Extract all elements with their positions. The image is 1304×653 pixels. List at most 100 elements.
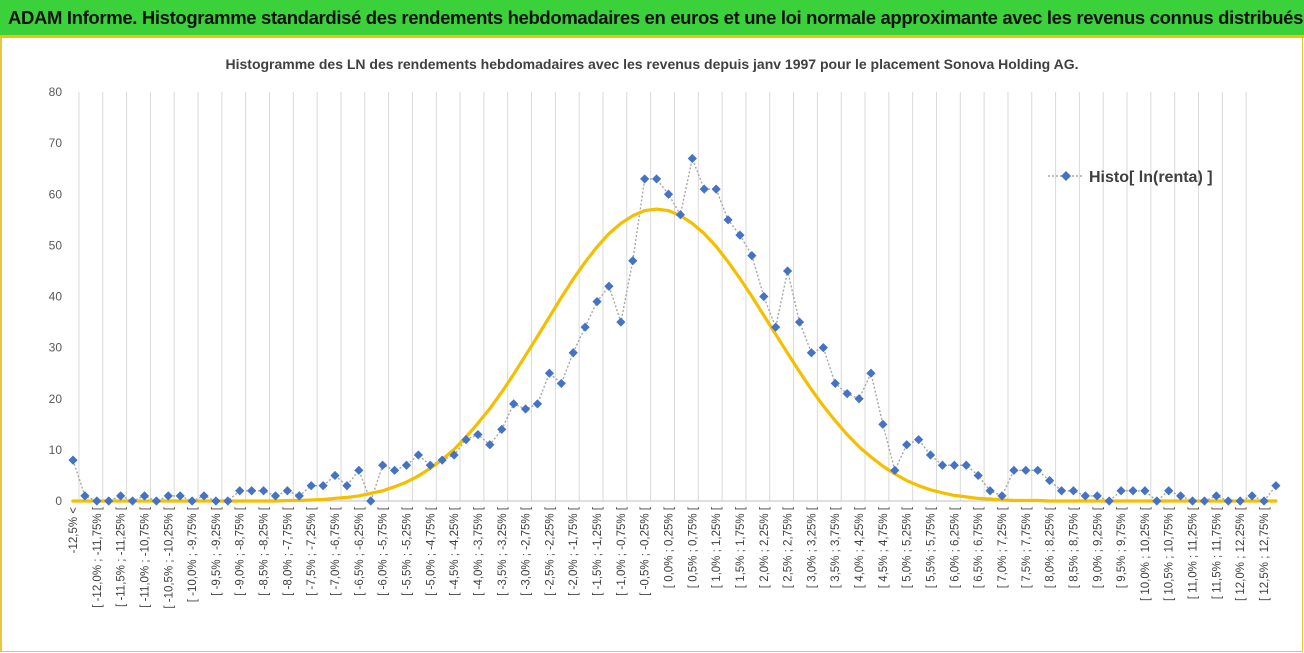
vertical-gridlines [78,92,1247,501]
x-category-label: [ 6,0% ; 6,25% [ [949,506,961,588]
histogram-point [1271,481,1281,491]
x-category-label: [ 6,5% ; 6,75% [ [973,506,985,588]
x-category-label: [ -3,5% ; -3,25% [ [497,506,509,596]
x-category-label: [ 4,5% ; 4,75% [ [878,506,890,588]
histogram-point [592,297,602,307]
normal-curve-line [71,207,1278,503]
histogram-point [604,281,614,291]
histogram-point [151,496,161,506]
histogram-point [1235,496,1245,506]
x-category-label: [ 1,5% ; 1,75% [ [735,506,747,588]
x-category-label: [ 2,0% ; 2,25% [ [759,506,771,588]
histogram-point [1104,496,1114,506]
histogram-point [818,343,828,353]
x-category-label: [ -0,5% ; -0,25% [ [640,506,652,596]
histogram-point [854,394,864,404]
histogram-point [223,496,233,506]
report-title: ADAM Informe. Histogramme standardisé de… [8,7,1304,28]
histogram-point [616,317,626,327]
histogram-point [1021,465,1031,475]
histogram-point [830,378,840,389]
x-category-label: [ 0,0% ; 0,25% [ [664,506,676,588]
histogram-point [1116,486,1126,496]
histogram-point [925,450,936,460]
histogram-point [914,435,924,445]
histogram-point [163,491,173,501]
x-category-label: [ 3,5% ; 3,75% [ [830,506,842,588]
x-category-label: [ -5,5% ; -5,25% [ [401,506,413,596]
x-category-label: [ 3,0% ; 3,25% [ [806,506,818,588]
histogram-point [544,368,554,378]
histogram-point [985,486,995,496]
histogram-point [1187,496,1198,506]
histogram-point [139,491,150,501]
histogram-point [187,496,197,506]
histogram-point [389,465,400,475]
histogram-point [425,460,435,470]
histogram-point [330,470,340,481]
x-category-label: [ -3,0% ; -2,75% [ [521,506,533,596]
x-category-label: [ 9,5% ; 9,75% [ [1116,506,1128,588]
histogram-point [723,215,733,225]
histogram-point [1211,491,1221,501]
histogram-point [961,460,971,470]
histogram-point [235,486,245,496]
histogram-point [509,399,519,409]
histogram-point [651,174,662,184]
x-category-label: [ -6,5% ; -6,25% [ [354,506,366,596]
histogram-chart: Histogramme des LN des rendements hebdom… [49,56,1281,609]
y-tick-label: 0 [55,494,62,508]
x-category-label: [ -2,5% ; -2,25% [ [544,506,556,596]
report-banner: ADAM Informe. Histogramme standardisé de… [0,0,1304,38]
histogram-point [473,429,483,440]
histogram-point [1045,475,1055,486]
histogram-point [675,210,686,220]
histogram-point [783,266,793,276]
histogram-point [127,496,138,506]
y-tick-label: 10 [49,443,63,457]
histogram-point [1259,496,1269,506]
histogram-point [1152,496,1162,506]
x-category-label: [ 0,5% ; 0,75% [ [687,506,699,588]
histogram-point [1080,491,1090,501]
histogram-point [640,174,650,184]
histogram-point [878,419,888,429]
histogram-point [354,465,364,475]
histogram-point [306,481,316,491]
x-category-label: [ 7,5% ; 7,75% [ [1021,506,1033,588]
histogram-point [568,348,578,358]
histogram-point [68,455,78,465]
histogram-point [175,491,185,501]
histogram-point [628,256,638,266]
histogram-point [378,460,388,470]
histogram-point [1199,496,1210,506]
x-category-label: [ 12,0% ; 12,25% [ [1235,506,1247,601]
x-category-label: [ -10,5% ; -10,25% [ [163,506,175,608]
histogram-point [711,184,721,194]
histogram-point [866,368,876,378]
histogram-point [342,481,352,491]
histogram-point [413,450,423,460]
y-tick-label: 60 [49,187,63,201]
x-category-label: [ -1,5% ; -1,25% [ [592,506,604,596]
histogram-point [687,153,697,164]
histogram-point [997,491,1007,501]
x-category-label: [ -7,0% ; -6,75% [ [330,506,342,596]
histogram-point [1128,486,1138,496]
histogram-point [247,486,257,496]
histogram-point [520,404,531,414]
histogram-point [890,465,900,475]
chart-title: Histogramme des LN des rendements hebdom… [226,56,1079,72]
histogram-point [663,189,674,199]
x-category-label: -12,5% < [68,507,80,554]
x-category-label: [ 11,5% ; 11,75% [ [1211,506,1223,599]
x-category-label: [ -8,5% ; -8,25% [ [259,506,271,596]
x-category-label: [ 5,0% ; 5,25% [ [902,506,914,588]
x-category-label: [ 4,0% ; 4,25% [ [854,506,866,588]
legend-label: Histo[ ln(renta) ] [1089,169,1213,186]
y-axis-tick-labels: 0 10 20 30 40 50 60 70 80 [49,85,63,508]
histogram-point [92,496,102,506]
y-tick-label: 30 [49,341,63,355]
histogram-point [1223,496,1233,506]
histogram-point [1056,486,1067,496]
